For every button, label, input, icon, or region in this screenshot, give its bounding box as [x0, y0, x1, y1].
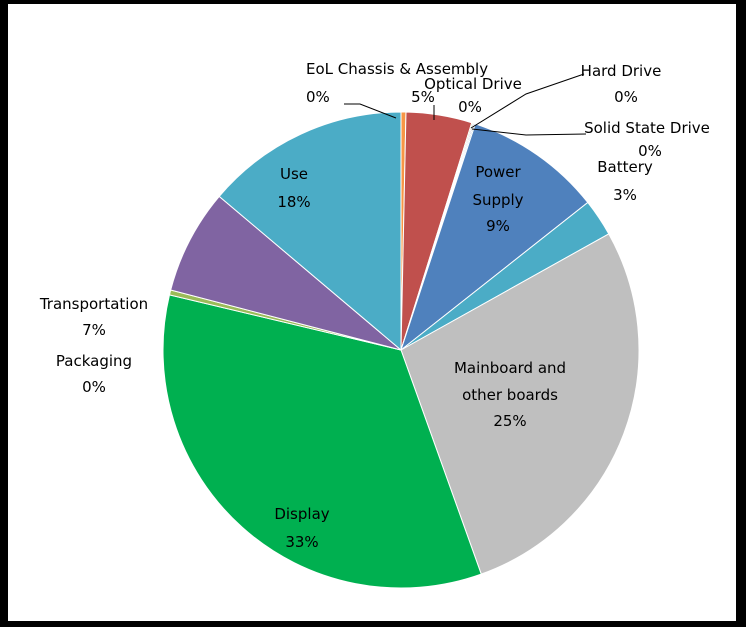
slice-label-transport: Transportation [39, 295, 148, 313]
pie-slices [162, 111, 640, 589]
slice-label-packaging: Packaging [56, 352, 132, 370]
pct-label-assembly: 5% [411, 88, 435, 106]
pct-label-optical: 0% [458, 98, 482, 116]
slice-label-mainboard: Mainboard and [454, 359, 566, 377]
slice-label-harddrive: Hard Drive [581, 62, 662, 80]
pct-label-packaging: 0% [82, 378, 106, 396]
slice-label-mainboard: other boards [462, 386, 558, 404]
pct-label-display: 33% [285, 533, 318, 551]
pct-label-power: 9% [486, 217, 510, 235]
slice-label-eol: EoL Chassis & Assembly [306, 60, 488, 78]
slice-label-power: Power [475, 163, 521, 181]
slice-label-display: Display [274, 505, 329, 523]
slice-mainboard [400, 233, 640, 575]
leader-line [344, 103, 397, 119]
pct-label-transport: 7% [82, 321, 106, 339]
slice-transport [170, 195, 402, 351]
chart-frame: EoL Chassis & Assembly 0% 5% Optical Drive 0… [8, 4, 736, 621]
slice-label-battery: Battery [597, 158, 653, 176]
pct-label-ssd: 0% [638, 142, 662, 160]
pct-label-eol: 0% [306, 88, 330, 106]
leader-lines [344, 73, 587, 136]
pct-label-mainboard: 25% [493, 412, 526, 430]
slice-label-power: Supply [472, 191, 523, 209]
slice-label-use: Use [280, 165, 308, 183]
slice-display [162, 294, 482, 589]
slice-labels: EoL Chassis & Assembly 0% 5%Optical Drive 0… [39, 60, 710, 551]
pct-label-harddrive: 0% [614, 88, 638, 106]
pct-label-battery: 3% [613, 186, 637, 204]
leader-line [471, 128, 587, 136]
pct-label-use: 18% [277, 193, 310, 211]
slice-label-optical: Optical Drive [424, 75, 522, 93]
leader-line [470, 73, 585, 129]
slice-label-ssd: Solid State Drive [584, 119, 710, 137]
pie-chart: EoL Chassis & Assembly 0% 5%Optical Drive 0… [39, 60, 710, 589]
slice-power [400, 123, 589, 352]
